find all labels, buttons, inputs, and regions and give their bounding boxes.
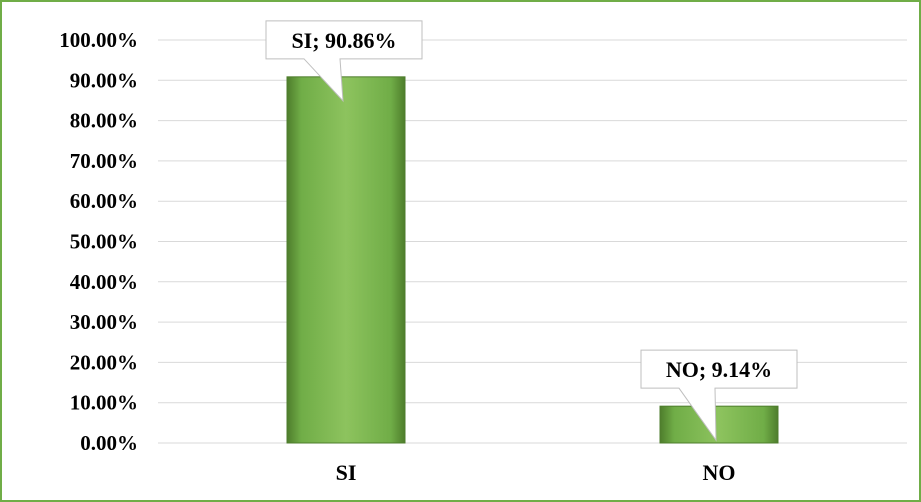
bar-no [659, 405, 779, 444]
data-label-callouts: SI; 90.86% NO; 9.14% [265, 20, 798, 442]
data-label-text: NO; 9.14% [666, 357, 772, 382]
y-tick-label: 50.00% [70, 230, 138, 254]
y-axis-ticks: 0.00% 10.00% 20.00% 30.00% 40.00% 50.00% 60.00… [59, 28, 138, 455]
y-tick-label: 80.00% [70, 109, 138, 133]
y-tick-label: 40.00% [70, 270, 138, 294]
data-label-callout: NO; 9.14% [640, 349, 798, 442]
x-axis-categories: SI NO [336, 460, 736, 485]
y-tick-label: 20.00% [70, 350, 138, 374]
y-tick-label: 10.00% [70, 391, 138, 415]
data-label-text: SI; 90.86% [291, 28, 396, 53]
x-category-label: SI [336, 460, 357, 485]
y-tick-label: 100.00% [59, 28, 138, 52]
y-tick-label: 70.00% [70, 149, 138, 173]
y-tick-label: 30.00% [70, 310, 138, 334]
x-category-label: NO [703, 460, 736, 485]
y-tick-label: 90.00% [70, 68, 138, 92]
bars [286, 76, 779, 444]
y-tick-label: 60.00% [70, 189, 138, 213]
data-label-callout: SI; 90.86% [265, 20, 423, 103]
bar-si [286, 76, 406, 444]
y-tick-label: 0.00% [80, 431, 138, 455]
